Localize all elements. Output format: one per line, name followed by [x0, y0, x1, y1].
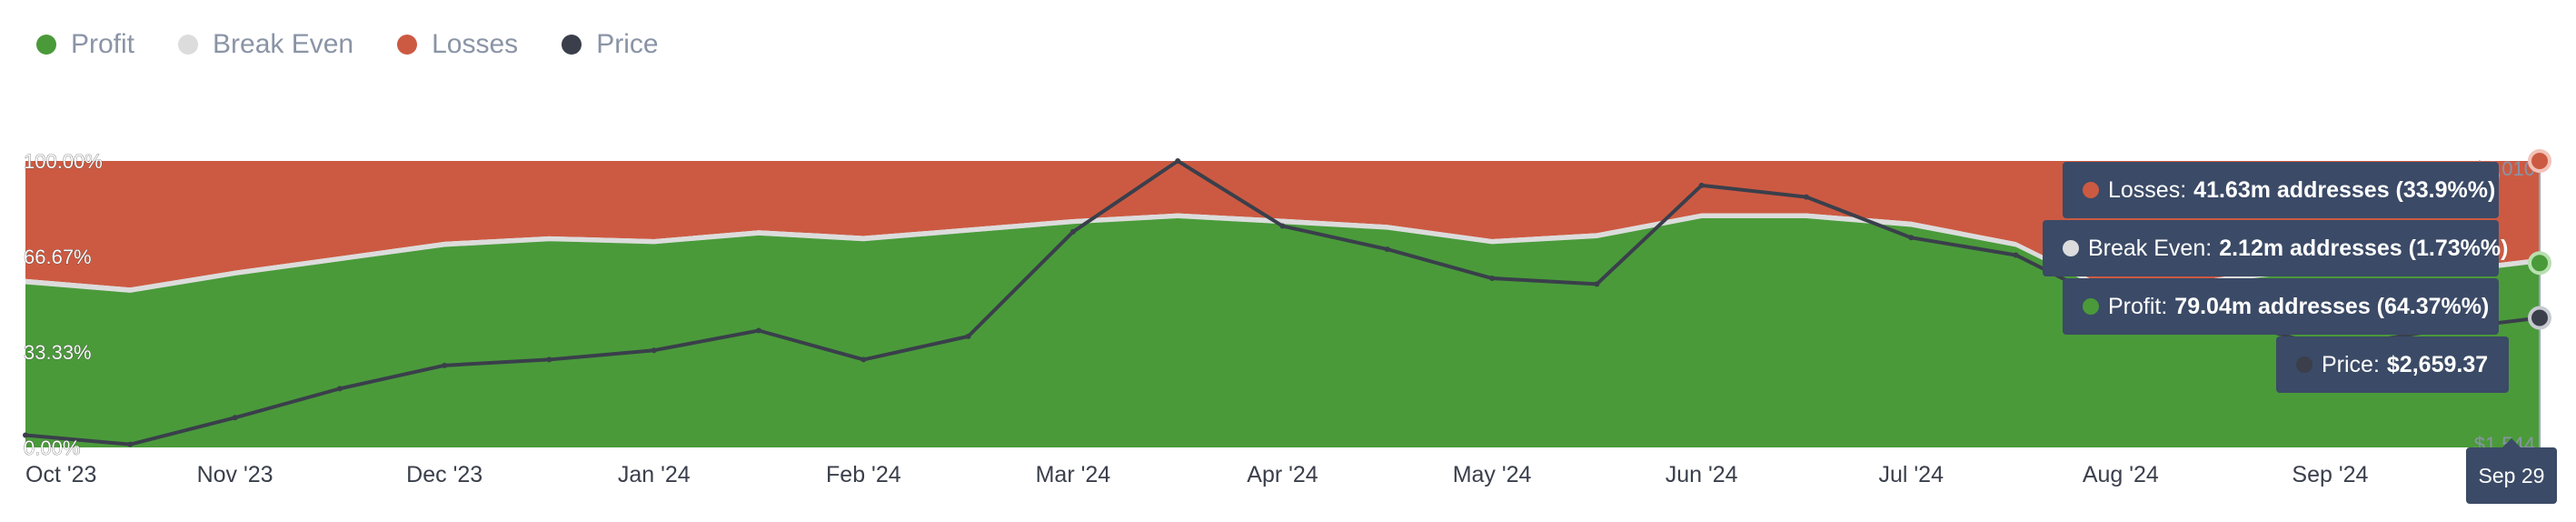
tooltip-date: Sep 29: [2466, 438, 2557, 504]
tooltip-break-even-dot: [2063, 240, 2079, 256]
price-point: [336, 386, 343, 392]
legend-item-price[interactable]: Price: [562, 29, 659, 60]
x-axis-tick-label: Nov '23: [197, 462, 274, 487]
tooltip-losses-dot: [2083, 182, 2099, 198]
tooltip-price-dot: [2296, 356, 2312, 373]
price-point: [1279, 223, 1286, 229]
x-axis-tick-label: Oct '23: [25, 462, 96, 487]
tooltip-price-value: $2,659.37: [2386, 351, 2489, 377]
legend-label-losses: Losses: [432, 29, 519, 59]
price-point: [1489, 276, 1496, 282]
area-break-even: [25, 213, 2540, 299]
legend-label-break-even: Break Even: [213, 29, 354, 59]
y-axis-left-tick-label: 0.00%: [24, 437, 80, 459]
price-point: [651, 347, 657, 354]
x-axis-tick-label: Jan '24: [618, 462, 691, 487]
legend-dot-profit: [36, 35, 56, 55]
price-point: [1698, 182, 1705, 188]
x-axis-tick-label: Jun '24: [1666, 462, 1738, 487]
area-profit: [25, 218, 2540, 447]
legend-dot-break-even: [178, 35, 199, 55]
legend-item-profit[interactable]: Profit: [36, 29, 134, 60]
price-point: [127, 441, 134, 447]
tooltip-break-even-value: 2.12m addresses (1.73%%): [2219, 235, 2509, 261]
tooltip-break-even-label: Break Even:: [2088, 235, 2213, 261]
x-axis-tick-label: Jul '24: [1879, 462, 1944, 487]
price-point: [546, 356, 552, 363]
price-point: [2013, 252, 2019, 258]
tooltip-profit-value: 79.04m addresses (64.37%%): [2174, 293, 2490, 319]
y-axis-left-tick-label: 33.33%: [24, 341, 92, 364]
x-axis-tick-label: Aug '24: [2083, 462, 2159, 487]
price-point: [1908, 235, 1915, 241]
tooltip-break-even: Break Even: 2.12m addresses (1.73%%): [2043, 220, 2508, 276]
marker-profit: [2528, 251, 2551, 276]
price-point: [1803, 194, 1809, 200]
legend-item-break-even[interactable]: Break Even: [178, 29, 353, 60]
y-axis-left-tick-label: 100.00%: [24, 150, 103, 173]
tooltip-losses-value: 41.63m addresses (33.9%%): [2193, 176, 2496, 203]
price-point: [1384, 246, 1390, 253]
tooltip-losses-label: Losses:: [2108, 176, 2187, 203]
tooltip-profit-label: Profit:: [2108, 293, 2168, 319]
price-point: [23, 432, 28, 438]
price-point: [1594, 281, 1600, 287]
marker-price: [2528, 306, 2551, 330]
legend-label-profit: Profit: [71, 29, 135, 59]
price-point: [860, 356, 867, 363]
price-point: [442, 362, 448, 368]
chart-legend: Profit Break Even Losses Price: [36, 29, 659, 60]
tooltip-profit-dot: [2083, 298, 2099, 315]
marker-losses: [2528, 149, 2551, 173]
tooltip-price-label: Price:: [2322, 351, 2380, 377]
price-point: [232, 415, 238, 421]
tooltip-profit: Profit: 79.04m addresses (64.37%%): [2063, 278, 2499, 335]
x-axis-tick-label: Dec '23: [406, 462, 482, 487]
y-axis-left-tick-label: 66.67%: [24, 246, 92, 268]
legend-dot-price: [562, 35, 582, 55]
price-point: [1175, 158, 1181, 164]
legend-label-price: Price: [596, 29, 659, 59]
price-point: [965, 333, 971, 339]
x-axis-tick-label: Sep '24: [2292, 462, 2368, 487]
x-axis-tick-label: Apr '24: [1247, 462, 1318, 487]
x-axis-tick-label: May '24: [1453, 462, 1532, 487]
legend-dot-losses: [397, 35, 418, 55]
price-point: [756, 327, 762, 334]
price-point: [1069, 228, 1076, 235]
x-axis-tick-label: Feb '24: [826, 462, 901, 487]
legend-item-losses[interactable]: Losses: [397, 29, 518, 60]
tooltip-losses: Losses: 41.63m addresses (33.9%%): [2063, 162, 2499, 218]
tooltip-price: Price: $2,659.37: [2276, 336, 2509, 393]
x-axis-tick-label: Mar '24: [1036, 462, 1111, 487]
area-losses: [25, 161, 2540, 294]
